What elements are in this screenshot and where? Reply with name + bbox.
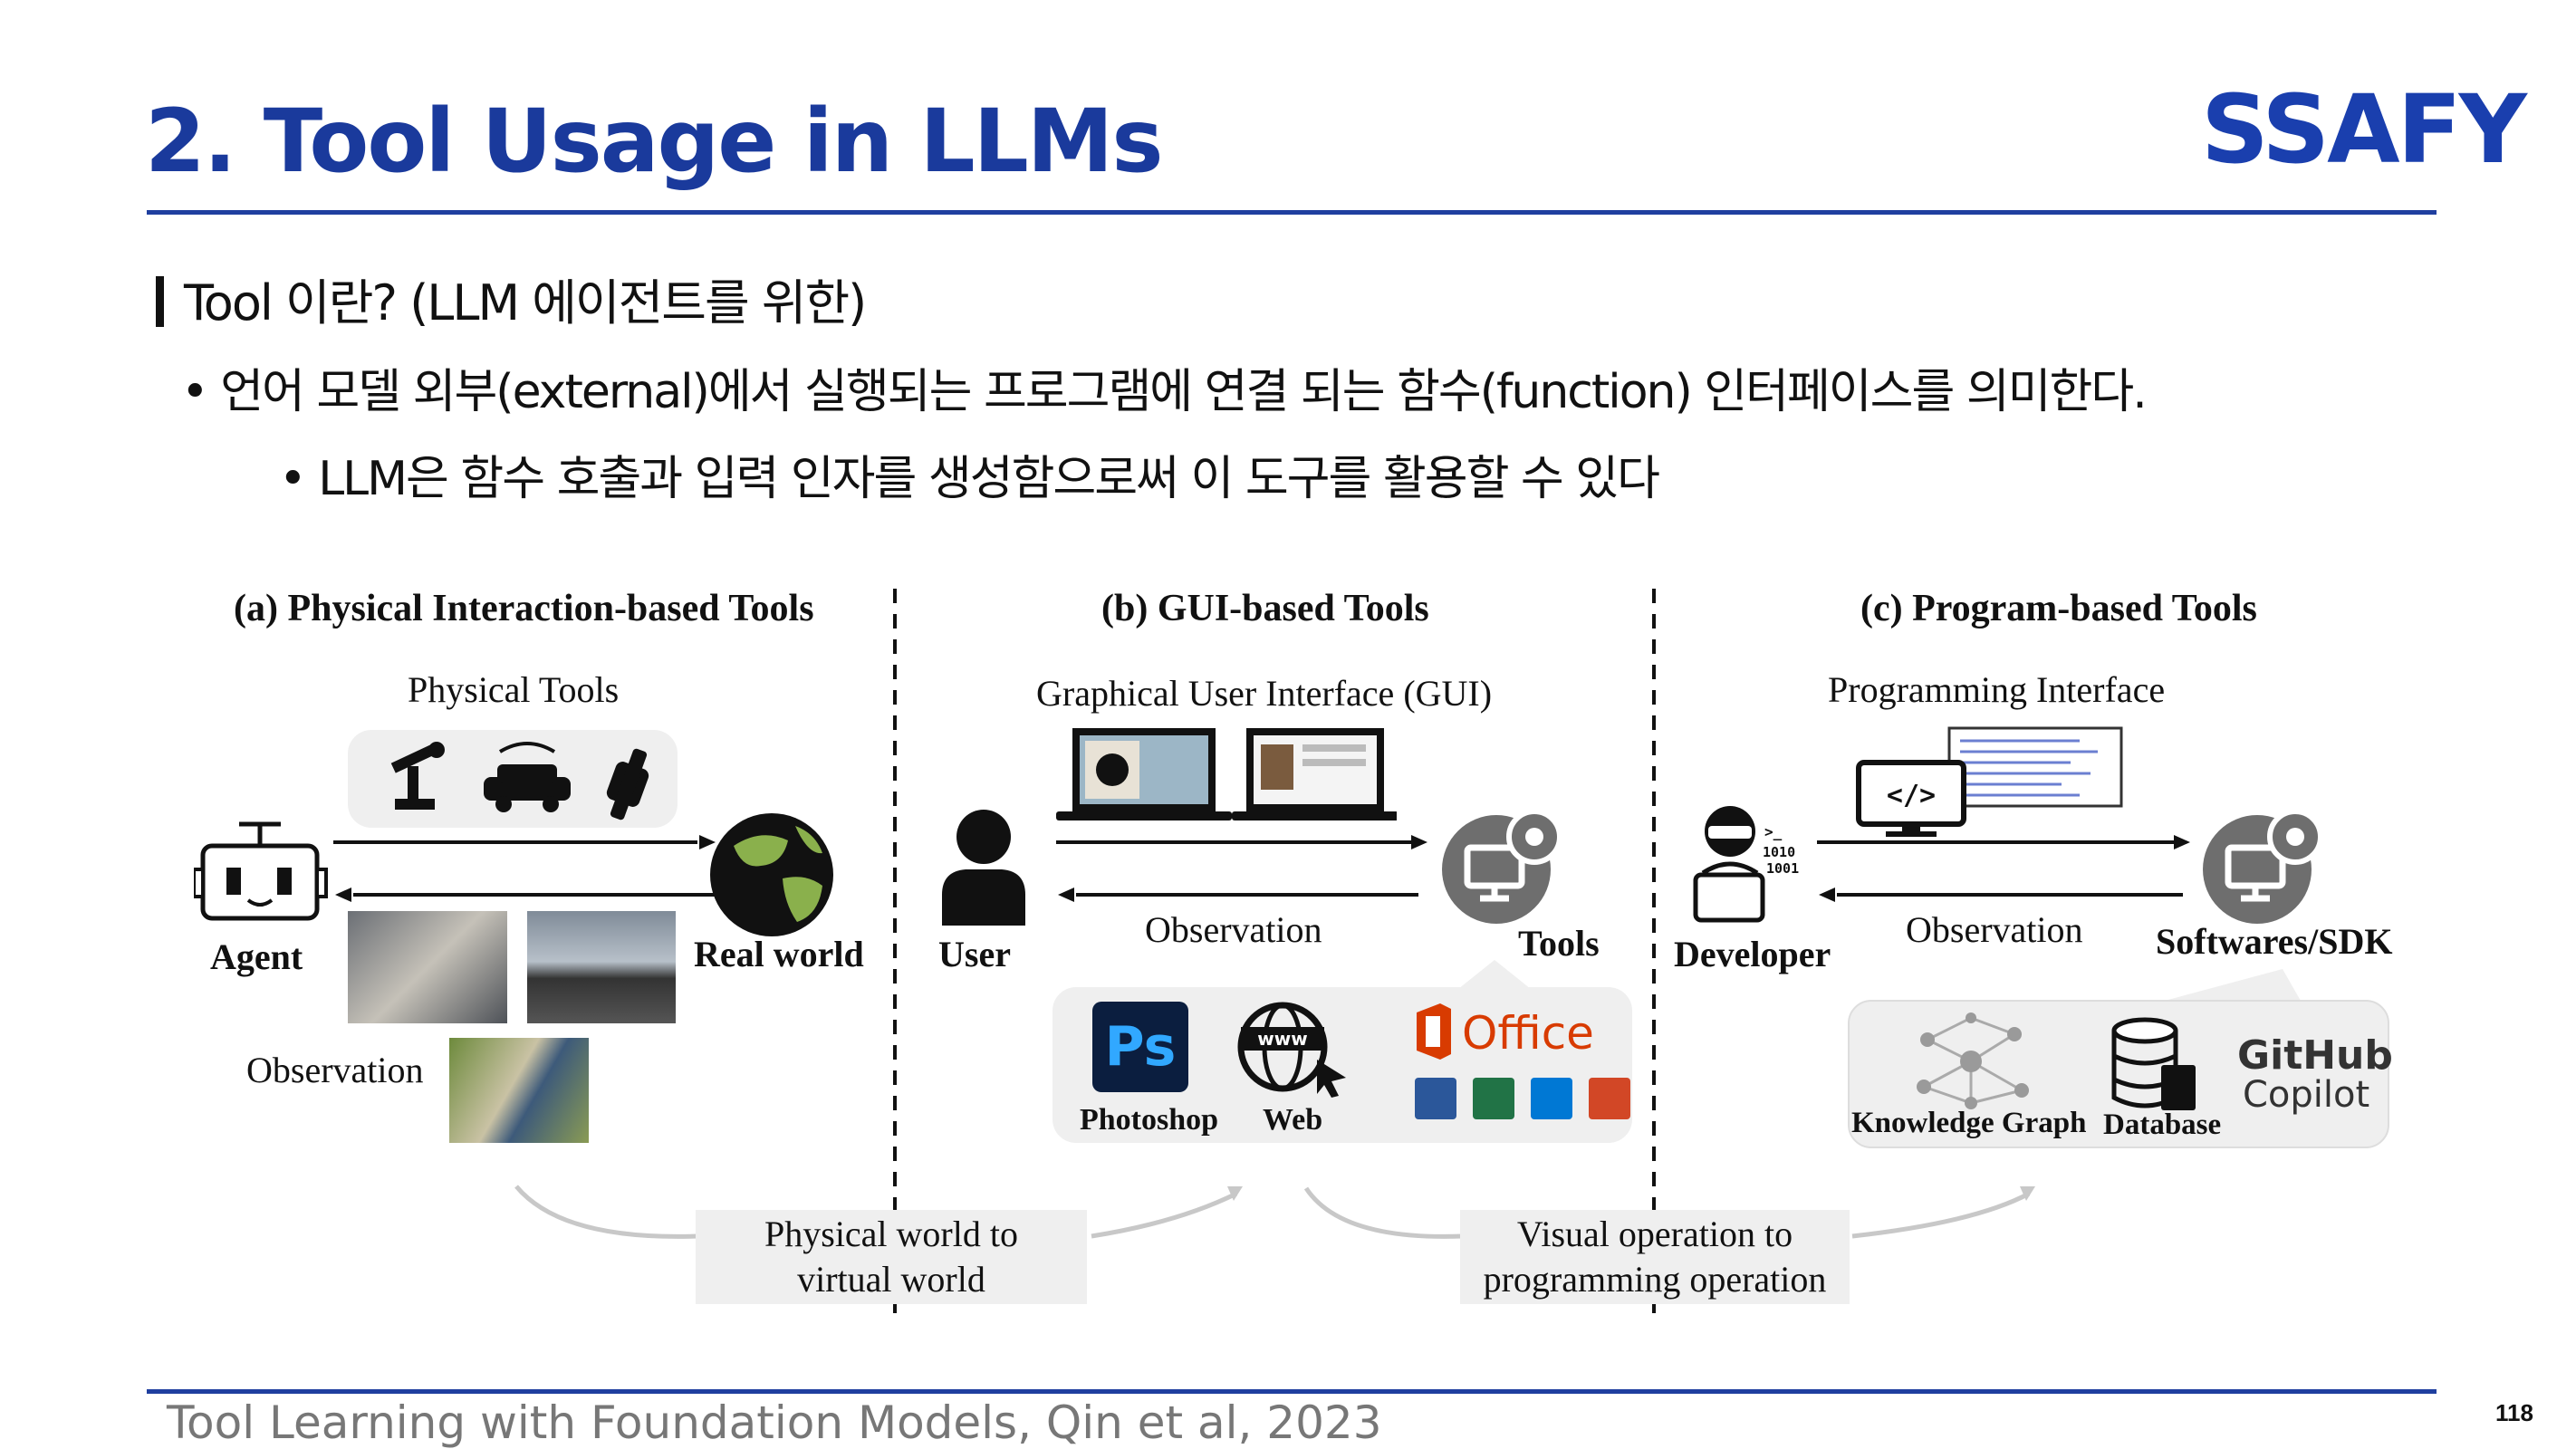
user-icon — [942, 810, 1025, 926]
code-screen-illustration: </> — [1856, 726, 2123, 837]
web-label: Web — [1263, 1103, 1323, 1137]
office-logo: Office — [1413, 1003, 1612, 1061]
developer-icon: >_ 1010 1001 — [1693, 806, 1799, 923]
section-heading-text: Tool 이란? (LLM 에이전트를 위한) — [184, 274, 867, 331]
slide-title: 2. Tool Usage in LLMs — [145, 91, 1163, 192]
photoshop-label: Photoshop — [1080, 1103, 1219, 1137]
powerpoint-icon — [1589, 1078, 1630, 1119]
arrowhead-sdk-to-dev — [1819, 888, 1835, 902]
agent-label: Agent — [210, 936, 303, 977]
sdk-gear-icon — [2203, 809, 2323, 924]
caption-visual-to-programming: Visual operation to programming operatio… — [1460, 1210, 1850, 1304]
developer-label: Developer — [1674, 934, 1831, 974]
outlook-icon — [1531, 1078, 1572, 1119]
softwares-sdk-label: Softwares/SDK — [2156, 921, 2393, 962]
user-label: User — [938, 934, 1011, 974]
programming-interface-label: Programming Interface — [1828, 669, 2166, 710]
tools-label: Tools — [1518, 923, 1600, 964]
panel-b-observation-label: Observation — [1145, 909, 1322, 950]
curve-left-head — [1227, 1186, 1243, 1201]
svg-text:>_: >_ — [1764, 823, 1783, 840]
callout-pointer-c — [2165, 969, 2301, 1001]
curve-right-a — [1303, 1186, 1464, 1239]
database-label: Database — [2103, 1108, 2222, 1141]
curve-right-b — [1851, 1191, 2031, 1239]
citation-footer: Tool Learning with Foundation Models, Qi… — [167, 1396, 1382, 1449]
section-marker — [156, 276, 164, 327]
bullet-sub: • LLM은 함수 호출과 입력 인자를 생성함으로써 이 도구를 활용할 수 … — [279, 452, 1660, 506]
binary-text-2: 1001 — [1766, 860, 1799, 877]
physical-tools-label: Physical Tools — [408, 669, 620, 710]
robot-arm-icon — [390, 742, 445, 810]
arrowhead-world-to-agent — [335, 888, 351, 902]
arrowhead-agent-to-world — [699, 835, 716, 849]
photoshop-icon: Ps — [1092, 1002, 1188, 1092]
knowledge-graph-label: Knowledge Graph — [1851, 1107, 2087, 1139]
tools-gear-icon — [1442, 809, 1562, 924]
www-text: www — [1257, 1028, 1307, 1050]
curve-right-head — [2020, 1186, 2035, 1201]
real-world-globe-icon — [710, 813, 833, 936]
page-number: 118 — [2495, 1399, 2533, 1426]
laptops-illustration — [1056, 728, 1397, 820]
caption-physical-to-virtual: Physical world to virtual world — [696, 1210, 1087, 1304]
car-interior-photo — [527, 911, 676, 1023]
curve-left-a — [514, 1185, 698, 1239]
real-world-label: Real world — [694, 934, 864, 974]
arrowhead-user-to-tools — [1411, 835, 1427, 849]
panel-a-observation-label: Observation — [246, 1050, 424, 1090]
excel-icon — [1473, 1078, 1514, 1119]
program-tools-panel: GitHub Copilot — [1848, 1000, 2393, 1148]
github-label: GitHub — [2237, 1032, 2393, 1079]
ssafy-logo: SSAFY — [2201, 74, 2527, 185]
curve-left-b — [1091, 1191, 1238, 1239]
physical-tools-icons — [390, 742, 649, 820]
physical-tools-panel — [348, 730, 678, 828]
section-heading: Tool 이란? (LLM 에이전트를 위한) — [156, 263, 867, 334]
agent-robot-icon — [194, 821, 328, 921]
robot-lab-photo — [348, 911, 507, 1023]
gui-tools-panel: Ps www Office Photoshop Web — [1053, 987, 1632, 1143]
panel-c-title: (c) Program-based Tools — [1860, 588, 2257, 629]
gui-label: Graphical User Interface (GUI) — [1036, 673, 1493, 714]
arrowhead-dev-to-sdk — [2174, 835, 2190, 849]
footer-divider — [147, 1389, 2437, 1394]
bullet-definition: • 언어 모델 외부(external)에서 실행되는 프로그램에 연결 되는 … — [181, 365, 2148, 419]
title-divider — [147, 210, 2437, 215]
office-text: Office — [1462, 1007, 1594, 1060]
binary-text-1: 1010 — [1763, 844, 1795, 860]
callout-pointer-b — [1458, 960, 1531, 989]
panel-c-observation-label: Observation — [1906, 909, 2083, 950]
arrowhead-tools-to-user — [1058, 888, 1074, 902]
database-icon — [2111, 1017, 2196, 1110]
smartwatch-icon — [606, 748, 649, 820]
code-tag-text: </> — [1887, 780, 1936, 811]
runner-photo — [449, 1038, 589, 1143]
web-globe-icon: www — [1237, 1002, 1346, 1098]
copilot-label: Copilot — [2243, 1074, 2370, 1116]
office-icon — [1417, 1003, 1451, 1060]
office-apps-icons — [1415, 1078, 1630, 1119]
laptop-icon-1 — [1056, 728, 1232, 820]
laptop-icon-2 — [1232, 728, 1397, 820]
smart-car-icon — [484, 742, 571, 812]
knowledge-graph-icon — [1917, 1012, 2029, 1109]
word-icon — [1415, 1078, 1456, 1119]
panel-a-title: (a) Physical Interaction-based Tools — [234, 588, 814, 629]
panel-b-title: (b) GUI-based Tools — [1101, 588, 1429, 629]
